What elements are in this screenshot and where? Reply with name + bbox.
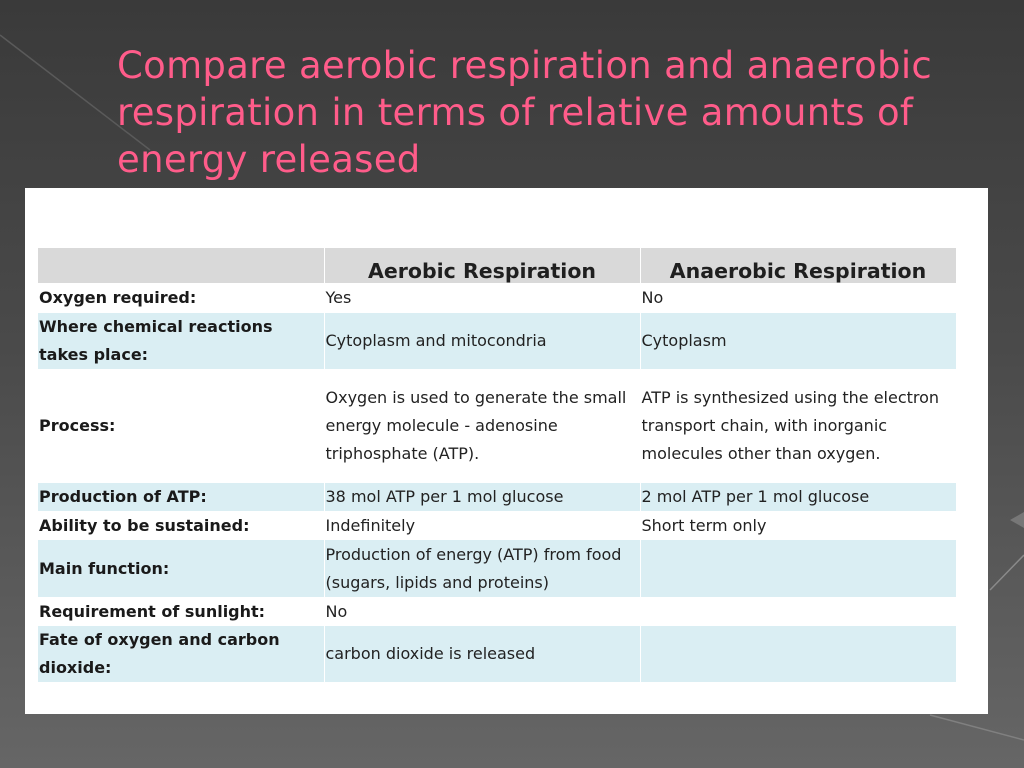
table-header-row: Aerobic Respiration Anaerobic Respiratio…	[38, 248, 957, 283]
row-label: Process:	[38, 369, 325, 483]
anaerobic-cell	[640, 540, 957, 597]
table-row: Process: Oxygen is used to generate the …	[38, 369, 957, 483]
aerobic-cell: Indefinitely	[324, 511, 641, 540]
aerobic-cell: carbon dioxide is released	[324, 626, 641, 682]
aerobic-cell: 38 mol ATP per 1 mol glucose	[324, 483, 641, 511]
aerobic-cell: Oxygen is used to generate the small ene…	[324, 369, 641, 483]
aerobic-cell: Yes	[324, 283, 641, 313]
anaerobic-cell: 2 mol ATP per 1 mol glucose	[640, 483, 957, 511]
row-label: Production of ATP:	[38, 483, 325, 511]
comparison-table: Aerobic Respiration Anaerobic Respiratio…	[38, 248, 957, 682]
table-row: Main function: Production of energy (ATP…	[38, 540, 957, 597]
slide-title: Compare aerobic respiration and anaerobi…	[117, 44, 933, 181]
row-label: Main function:	[38, 540, 325, 597]
table-row: Fate of oxygen and carbon dioxide: carbo…	[38, 626, 957, 682]
table-row: Ability to be sustained: Indefinitely Sh…	[38, 511, 957, 540]
row-label: Fate of oxygen and carbon dioxide:	[38, 626, 325, 682]
row-label: Ability to be sustained:	[38, 511, 325, 540]
anaerobic-cell: No	[640, 283, 957, 313]
aerobic-cell: Production of energy (ATP) from food (su…	[324, 540, 641, 597]
anaerobic-cell: ATP is synthesized using the electron tr…	[640, 369, 957, 483]
header-anaerobic: Anaerobic Respiration	[640, 248, 957, 283]
anaerobic-cell	[640, 597, 957, 626]
aerobic-cell: No	[324, 597, 641, 626]
table-row: Production of ATP: 38 mol ATP per 1 mol …	[38, 483, 957, 511]
anaerobic-cell: Short term only	[640, 511, 957, 540]
row-label: Where chemical reactions takes place:	[38, 313, 325, 369]
table-row: Requirement of sunlight: No	[38, 597, 957, 626]
table-row: Where chemical reactions takes place: Cy…	[38, 313, 957, 369]
anaerobic-cell: Cytoplasm	[640, 313, 957, 369]
row-label: Oxygen required:	[38, 283, 325, 313]
aerobic-cell: Cytoplasm and mitocondria	[324, 313, 641, 369]
row-label: Requirement of sunlight:	[38, 597, 325, 626]
header-aerobic: Aerobic Respiration	[324, 248, 641, 283]
table-row: Oxygen required: Yes No	[38, 283, 957, 313]
table-panel: Aerobic Respiration Anaerobic Respiratio…	[25, 188, 988, 714]
anaerobic-cell	[640, 626, 957, 682]
header-blank	[38, 248, 325, 283]
